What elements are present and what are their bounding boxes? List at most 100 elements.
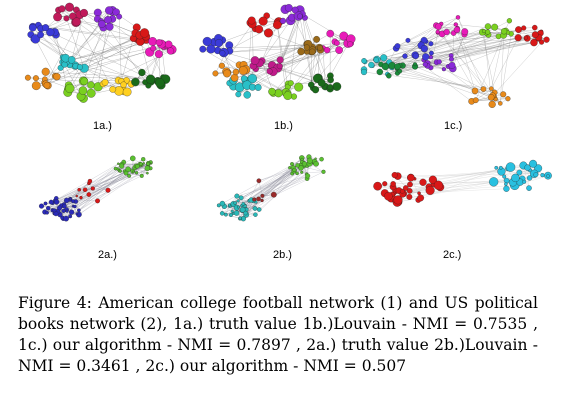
network-node xyxy=(488,100,496,108)
network-edge xyxy=(84,68,122,82)
network-node xyxy=(407,173,415,182)
network-node xyxy=(254,84,262,91)
network-edge xyxy=(518,37,547,40)
network-edge xyxy=(500,31,505,104)
network-edge xyxy=(397,28,458,74)
network-node xyxy=(511,173,520,183)
network-node xyxy=(531,31,539,39)
network-node xyxy=(214,39,223,48)
network-node xyxy=(53,12,62,22)
network-node xyxy=(506,18,512,24)
network-node xyxy=(500,91,507,98)
network-edge xyxy=(276,21,289,87)
network-node xyxy=(412,52,419,60)
panel-label-2b: 2b.) xyxy=(273,249,292,261)
network-panel-1a xyxy=(22,2,182,114)
network-graph-2c xyxy=(373,159,552,207)
network-edge xyxy=(69,20,102,66)
network-edge xyxy=(261,22,278,61)
network-node xyxy=(380,54,388,62)
network-node xyxy=(394,43,401,49)
network-node xyxy=(53,73,61,81)
network-node xyxy=(38,203,45,209)
network-node xyxy=(138,68,146,77)
network-edge xyxy=(455,24,476,91)
network-node xyxy=(291,6,299,14)
network-node xyxy=(123,170,129,176)
network-node xyxy=(155,78,165,88)
network-node xyxy=(306,157,313,164)
network-node xyxy=(498,165,503,170)
network-node xyxy=(384,192,393,201)
network-node xyxy=(319,156,324,162)
network-node xyxy=(539,39,545,45)
network-node xyxy=(332,82,342,91)
network-edge xyxy=(261,20,291,61)
network-node xyxy=(305,173,311,179)
network-node xyxy=(301,161,308,167)
network-node xyxy=(134,171,139,175)
network-node xyxy=(313,35,320,43)
network-node xyxy=(449,56,454,62)
network-node xyxy=(43,201,48,206)
network-node xyxy=(65,83,75,94)
network-node xyxy=(32,75,39,82)
network-graph-1a xyxy=(24,2,177,103)
network-node xyxy=(86,192,92,197)
network-node xyxy=(546,174,550,178)
network-node xyxy=(219,211,225,216)
network-node xyxy=(45,210,49,215)
network-node xyxy=(394,63,401,70)
network-edge xyxy=(288,49,321,94)
network-edge xyxy=(430,33,541,68)
network-nodes xyxy=(24,2,177,103)
network-edge xyxy=(55,163,119,201)
network-edge xyxy=(158,42,161,83)
network-node xyxy=(72,17,81,27)
network-node xyxy=(223,69,231,78)
network-edge xyxy=(397,186,430,200)
network-node xyxy=(228,212,233,217)
network-edge xyxy=(418,167,501,201)
network-node xyxy=(80,77,89,86)
network-node xyxy=(135,164,140,169)
network-node xyxy=(317,79,326,87)
network-node xyxy=(131,77,140,87)
network-node xyxy=(233,210,240,216)
network-node xyxy=(166,47,175,55)
network-edge xyxy=(140,41,151,80)
network-edge xyxy=(491,37,519,89)
network-node xyxy=(434,23,442,30)
network-edge xyxy=(79,183,90,190)
network-node xyxy=(335,46,343,54)
network-edge xyxy=(453,32,496,100)
network-node xyxy=(65,2,74,12)
network-node xyxy=(413,62,418,67)
network-node xyxy=(252,197,257,202)
network-node xyxy=(109,86,117,93)
network-node xyxy=(238,195,244,201)
network-edge xyxy=(30,34,149,86)
network-panel-1b xyxy=(198,2,358,114)
network-node xyxy=(105,187,111,193)
network-node xyxy=(489,177,499,187)
network-node xyxy=(43,81,51,89)
panel-label-2a: 2a.) xyxy=(98,249,117,261)
network-node xyxy=(314,157,317,160)
network-edge xyxy=(258,173,293,200)
network-node xyxy=(79,195,83,200)
network-node xyxy=(274,89,283,98)
network-node xyxy=(234,193,240,199)
network-panel-2a xyxy=(28,146,178,246)
network-node xyxy=(295,171,299,176)
network-node xyxy=(502,174,507,179)
network-node xyxy=(386,73,392,79)
network-edge xyxy=(71,12,85,60)
network-node xyxy=(69,12,77,20)
network-edge xyxy=(258,165,308,200)
network-node xyxy=(247,73,257,84)
network-nodes xyxy=(199,4,356,100)
network-node xyxy=(116,13,123,20)
network-node xyxy=(75,194,79,198)
network-edge xyxy=(397,72,495,93)
